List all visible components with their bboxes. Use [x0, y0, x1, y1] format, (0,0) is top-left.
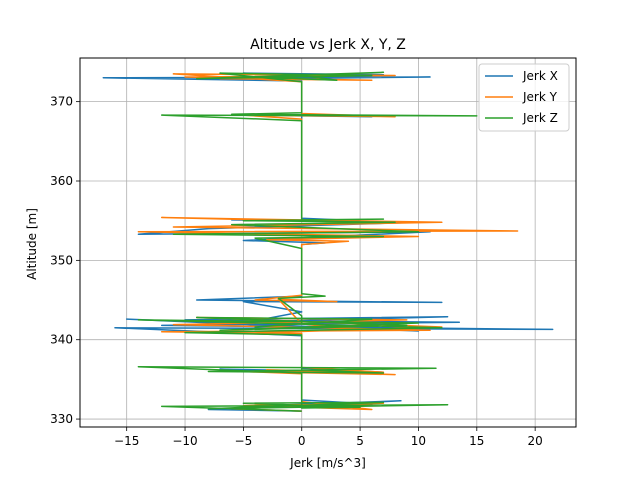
x-tick-label: 20: [528, 434, 543, 448]
y-tick-label: 350: [50, 253, 73, 267]
legend: Jerk X Jerk Y Jerk Z: [478, 63, 570, 132]
legend-label: Jerk Z: [522, 111, 558, 125]
x-axis-label: Jerk [m/s^3]: [289, 456, 366, 470]
y-tick-label: 360: [50, 174, 73, 188]
legend-label: Jerk X: [522, 69, 558, 83]
x-tick-label: 10: [411, 434, 426, 448]
x-tick-label: 0: [298, 434, 306, 448]
y-tick-label: 340: [50, 333, 73, 347]
y-axis-label: Altitude [m]: [25, 208, 39, 280]
y-tick-label: 370: [50, 95, 73, 109]
series-line-jerk-z: [137, 71, 478, 412]
chart-title: Altitude vs Jerk X, Y, Z: [250, 37, 406, 53]
legend-label: Jerk Y: [522, 90, 558, 104]
plot-frame: [79, 57, 577, 428]
x-tick-label: 5: [356, 434, 364, 448]
series-layer: [102, 71, 554, 412]
ticks: −15 −10 −5 0 5 10 15 20 330 340 350 360 370: [50, 95, 543, 448]
x-tick-label: −15: [114, 434, 139, 448]
x-tick-label: −10: [172, 434, 197, 448]
x-tick-label: 15: [469, 434, 484, 448]
legend-box: [478, 63, 570, 132]
y-tick-label: 330: [50, 412, 73, 426]
x-tick-label: −5: [235, 434, 253, 448]
